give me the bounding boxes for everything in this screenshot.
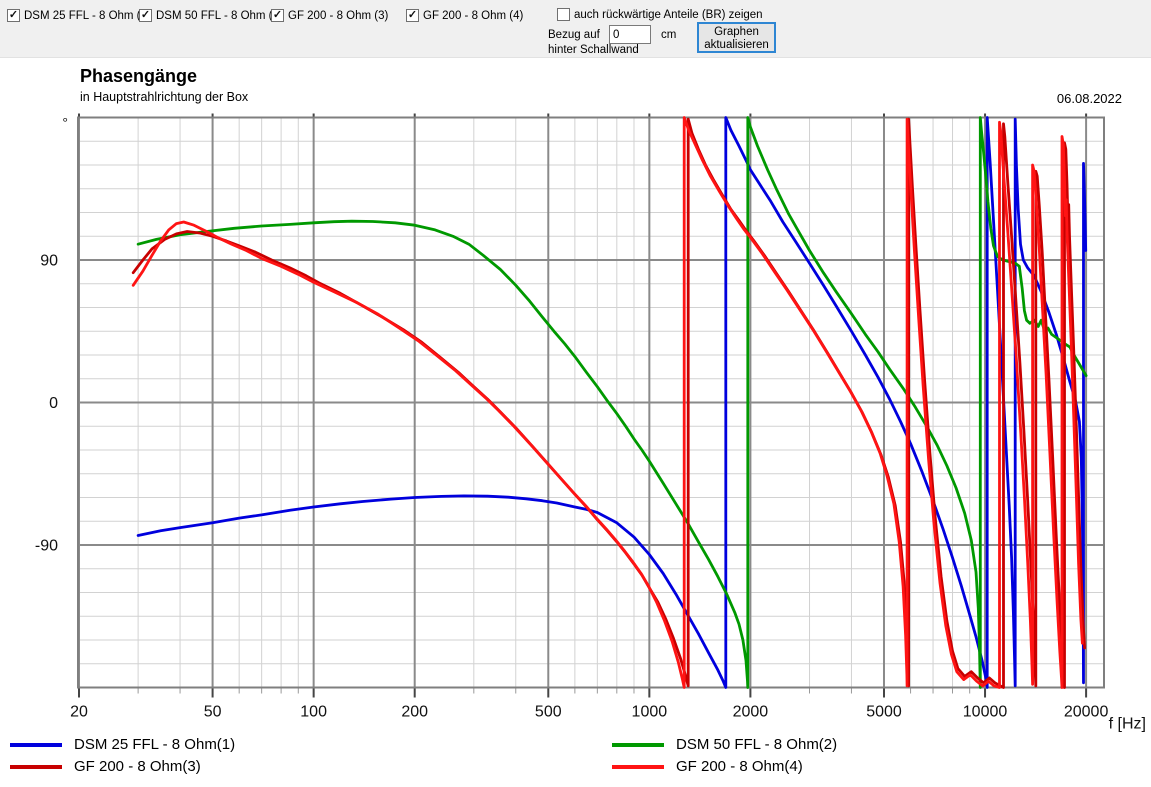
legend-item-gf200-4: GF 200 - 8 Ohm(4) <box>612 758 803 775</box>
checkbox-gf200-3-label: GF 200 - 8 Ohm (3) <box>288 9 389 22</box>
checkbox-dsm50-box[interactable] <box>139 9 152 22</box>
chart-title: Phasengänge <box>80 66 198 86</box>
checkbox-dsm25-label: DSM 25 FFL - 8 Ohm (1) <box>24 9 151 22</box>
checkbox-gf200-3[interactable]: GF 200 - 8 Ohm (3) <box>271 9 388 22</box>
svg-text:20000: 20000 <box>1064 704 1109 721</box>
checkbox-dsm25[interactable]: DSM 25 FFL - 8 Ohm (1) <box>7 9 151 22</box>
checkbox-dsm50-label: DSM 50 FFL - 8 Ohm (2) <box>156 9 283 22</box>
bezug-sub-label: hinter Schallwand <box>548 44 639 56</box>
legend-label-dsm50: DSM 50 FFL - 8 Ohm(2) <box>676 736 838 753</box>
legend-label-gf200-3: GF 200 - 8 Ohm(3) <box>74 758 201 775</box>
svg-text:°: ° <box>62 115 68 131</box>
svg-text:100: 100 <box>300 704 327 721</box>
legend-item-gf200-3: GF 200 - 8 Ohm(3) <box>10 758 201 775</box>
checkbox-dsm25-box[interactable] <box>7 9 20 22</box>
legend-item-dsm50: DSM 50 FFL - 8 Ohm(2) <box>612 736 837 753</box>
checkbox-gf200-3-box[interactable] <box>271 9 284 22</box>
checkbox-gf200-4-label: GF 200 - 8 Ohm (4) <box>423 9 524 22</box>
svg-text:1000: 1000 <box>632 704 668 721</box>
checkbox-dsm50[interactable]: DSM 50 FFL - 8 Ohm (2) <box>139 9 283 22</box>
chart-subtitle: in Hauptstrahlrichtung der Box <box>80 90 249 104</box>
legend-item-dsm25: DSM 25 FFL - 8 Ohm(1) <box>10 736 235 753</box>
svg-text:-90: -90 <box>35 538 58 555</box>
svg-text:90: 90 <box>40 253 58 270</box>
svg-text:0: 0 <box>49 395 58 412</box>
svg-text:50: 50 <box>204 704 222 721</box>
svg-text:5000: 5000 <box>866 704 902 721</box>
svg-text:200: 200 <box>401 704 428 721</box>
legend-dash-gf200-4 <box>612 764 664 769</box>
chart-date: 06.08.2022 <box>1056 91 1122 106</box>
checkbox-gf200-4-box[interactable] <box>406 9 419 22</box>
legend-label-gf200-4: GF 200 - 8 Ohm(4) <box>676 758 803 775</box>
checkbox-gf200-4[interactable]: GF 200 - 8 Ohm (4) <box>406 9 523 22</box>
svg-text:f [Hz]: f [Hz] <box>1109 716 1146 733</box>
svg-text:2000: 2000 <box>733 704 769 721</box>
legend-dash-dsm25 <box>10 742 62 747</box>
bezug-unit-label: cm <box>661 29 677 41</box>
legend-dash-gf200-3 <box>10 764 62 769</box>
bezug-input[interactable] <box>609 25 651 44</box>
toolbar: DSM 25 FFL - 8 Ohm (1) DSM 50 FFL - 8 Oh… <box>0 0 1151 58</box>
legend-label-dsm25: DSM 25 FFL - 8 Ohm(1) <box>74 736 236 753</box>
svg-text:10000: 10000 <box>963 704 1008 721</box>
checkbox-br-label: auch rückwärtige Anteile (BR) zeigen <box>574 8 763 21</box>
bezug-label: Bezug auf <box>548 29 600 41</box>
checkbox-br[interactable]: auch rückwärtige Anteile (BR) zeigen <box>557 8 763 21</box>
legend-dash-dsm50 <box>612 742 664 747</box>
update-graphs-button[interactable]: Graphen aktualisieren <box>697 22 776 53</box>
svg-text:20: 20 <box>70 704 88 721</box>
checkbox-br-box[interactable] <box>557 8 570 21</box>
svg-text:500: 500 <box>535 704 562 721</box>
